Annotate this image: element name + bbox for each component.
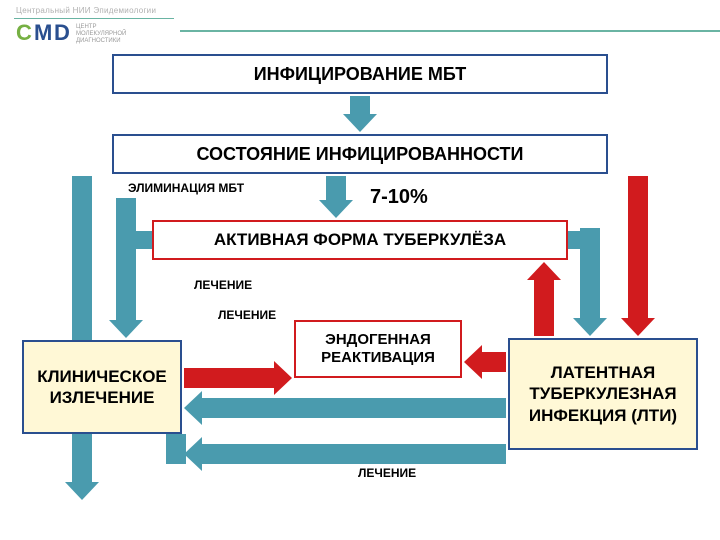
arrow-infecting-to-state [350,96,370,132]
label-percent: 7-10% [370,186,428,209]
box-state-label: СОСТОЯНИЕ ИНФИЦИРОВАННОСТИ [197,144,524,165]
arrow-state-down-left [72,176,92,500]
arrow-active-right-connector [568,231,600,249]
box-active-label: АКТИВНАЯ ФОРМА ТУБЕРКУЛЁЗА [214,230,506,250]
logo-letter-d: D [54,22,70,44]
arrow-latent-to-clinical-lower [184,444,506,464]
label-elimination: ЭЛИМИНАЦИЯ МБТ [128,181,244,195]
diagram-canvas: Центральный НИИ Эпидемиологии C M D ЦЕНТ… [0,0,720,540]
header-line-short [14,18,174,19]
arrow-clinical-lower-connector [166,434,186,464]
box-infecting: ИНФИЦИРОВАНИЕ МБТ [112,54,608,94]
arrow-latent-to-active-up [534,262,554,336]
box-infecting-label: ИНФИЦИРОВАНИЕ МБТ [254,64,467,85]
label-treat-3: ЛЕЧЕНИЕ [358,466,416,480]
arrow-clinical-to-reactivation [184,368,292,388]
header-line-long [180,30,720,32]
logo-letter-c: C [16,22,32,44]
label-treat-2: ЛЕЧЕНИЕ [218,308,276,322]
box-latent: ЛАТЕНТНАЯ ТУБЕРКУЛЕЗНАЯ ИНФЕКЦИЯ (ЛТИ) [508,338,698,450]
box-active: АКТИВНАЯ ФОРМА ТУБЕРКУЛЁЗА [152,220,568,260]
arrow-state-to-active [326,176,346,218]
arrow-active-to-clinical [116,198,136,338]
logo-sub-2: МОЛЕКУЛЯРНОЙ [76,31,126,38]
logo-letter-m: M [34,22,52,44]
box-clinical: КЛИНИЧЕСКОЕ ИЗЛЕЧЕНИЕ [22,340,182,434]
label-treat-1: ЛЕЧЕНИЕ [194,278,252,292]
box-clinical-label: КЛИНИЧЕСКОЕ ИЗЛЕЧЕНИЕ [24,366,180,409]
logo-org-text: Центральный НИИ Эпидемиологии [16,6,156,15]
box-reactivation: ЭНДОГЕННАЯ РЕАКТИВАЦИЯ [294,320,462,378]
arrow-treat-to-clinical [184,398,506,418]
logo-sub-1: ЦЕНТР [76,24,96,31]
box-state: СОСТОЯНИЕ ИНФИЦИРОВАННОСТИ [112,134,608,174]
box-latent-label: ЛАТЕНТНАЯ ТУБЕРКУЛЕЗНАЯ ИНФЕКЦИЯ (ЛТИ) [510,362,696,426]
arrow-state-to-latent [628,176,648,336]
arrow-active-left-connector [116,231,152,251]
arrow-latent-to-reactivation [464,352,506,372]
box-reactivation-label: ЭНДОГЕННАЯ РЕАКТИВАЦИЯ [296,331,460,367]
logo-sub-3: ДИАГНОСТИКИ [76,38,121,45]
